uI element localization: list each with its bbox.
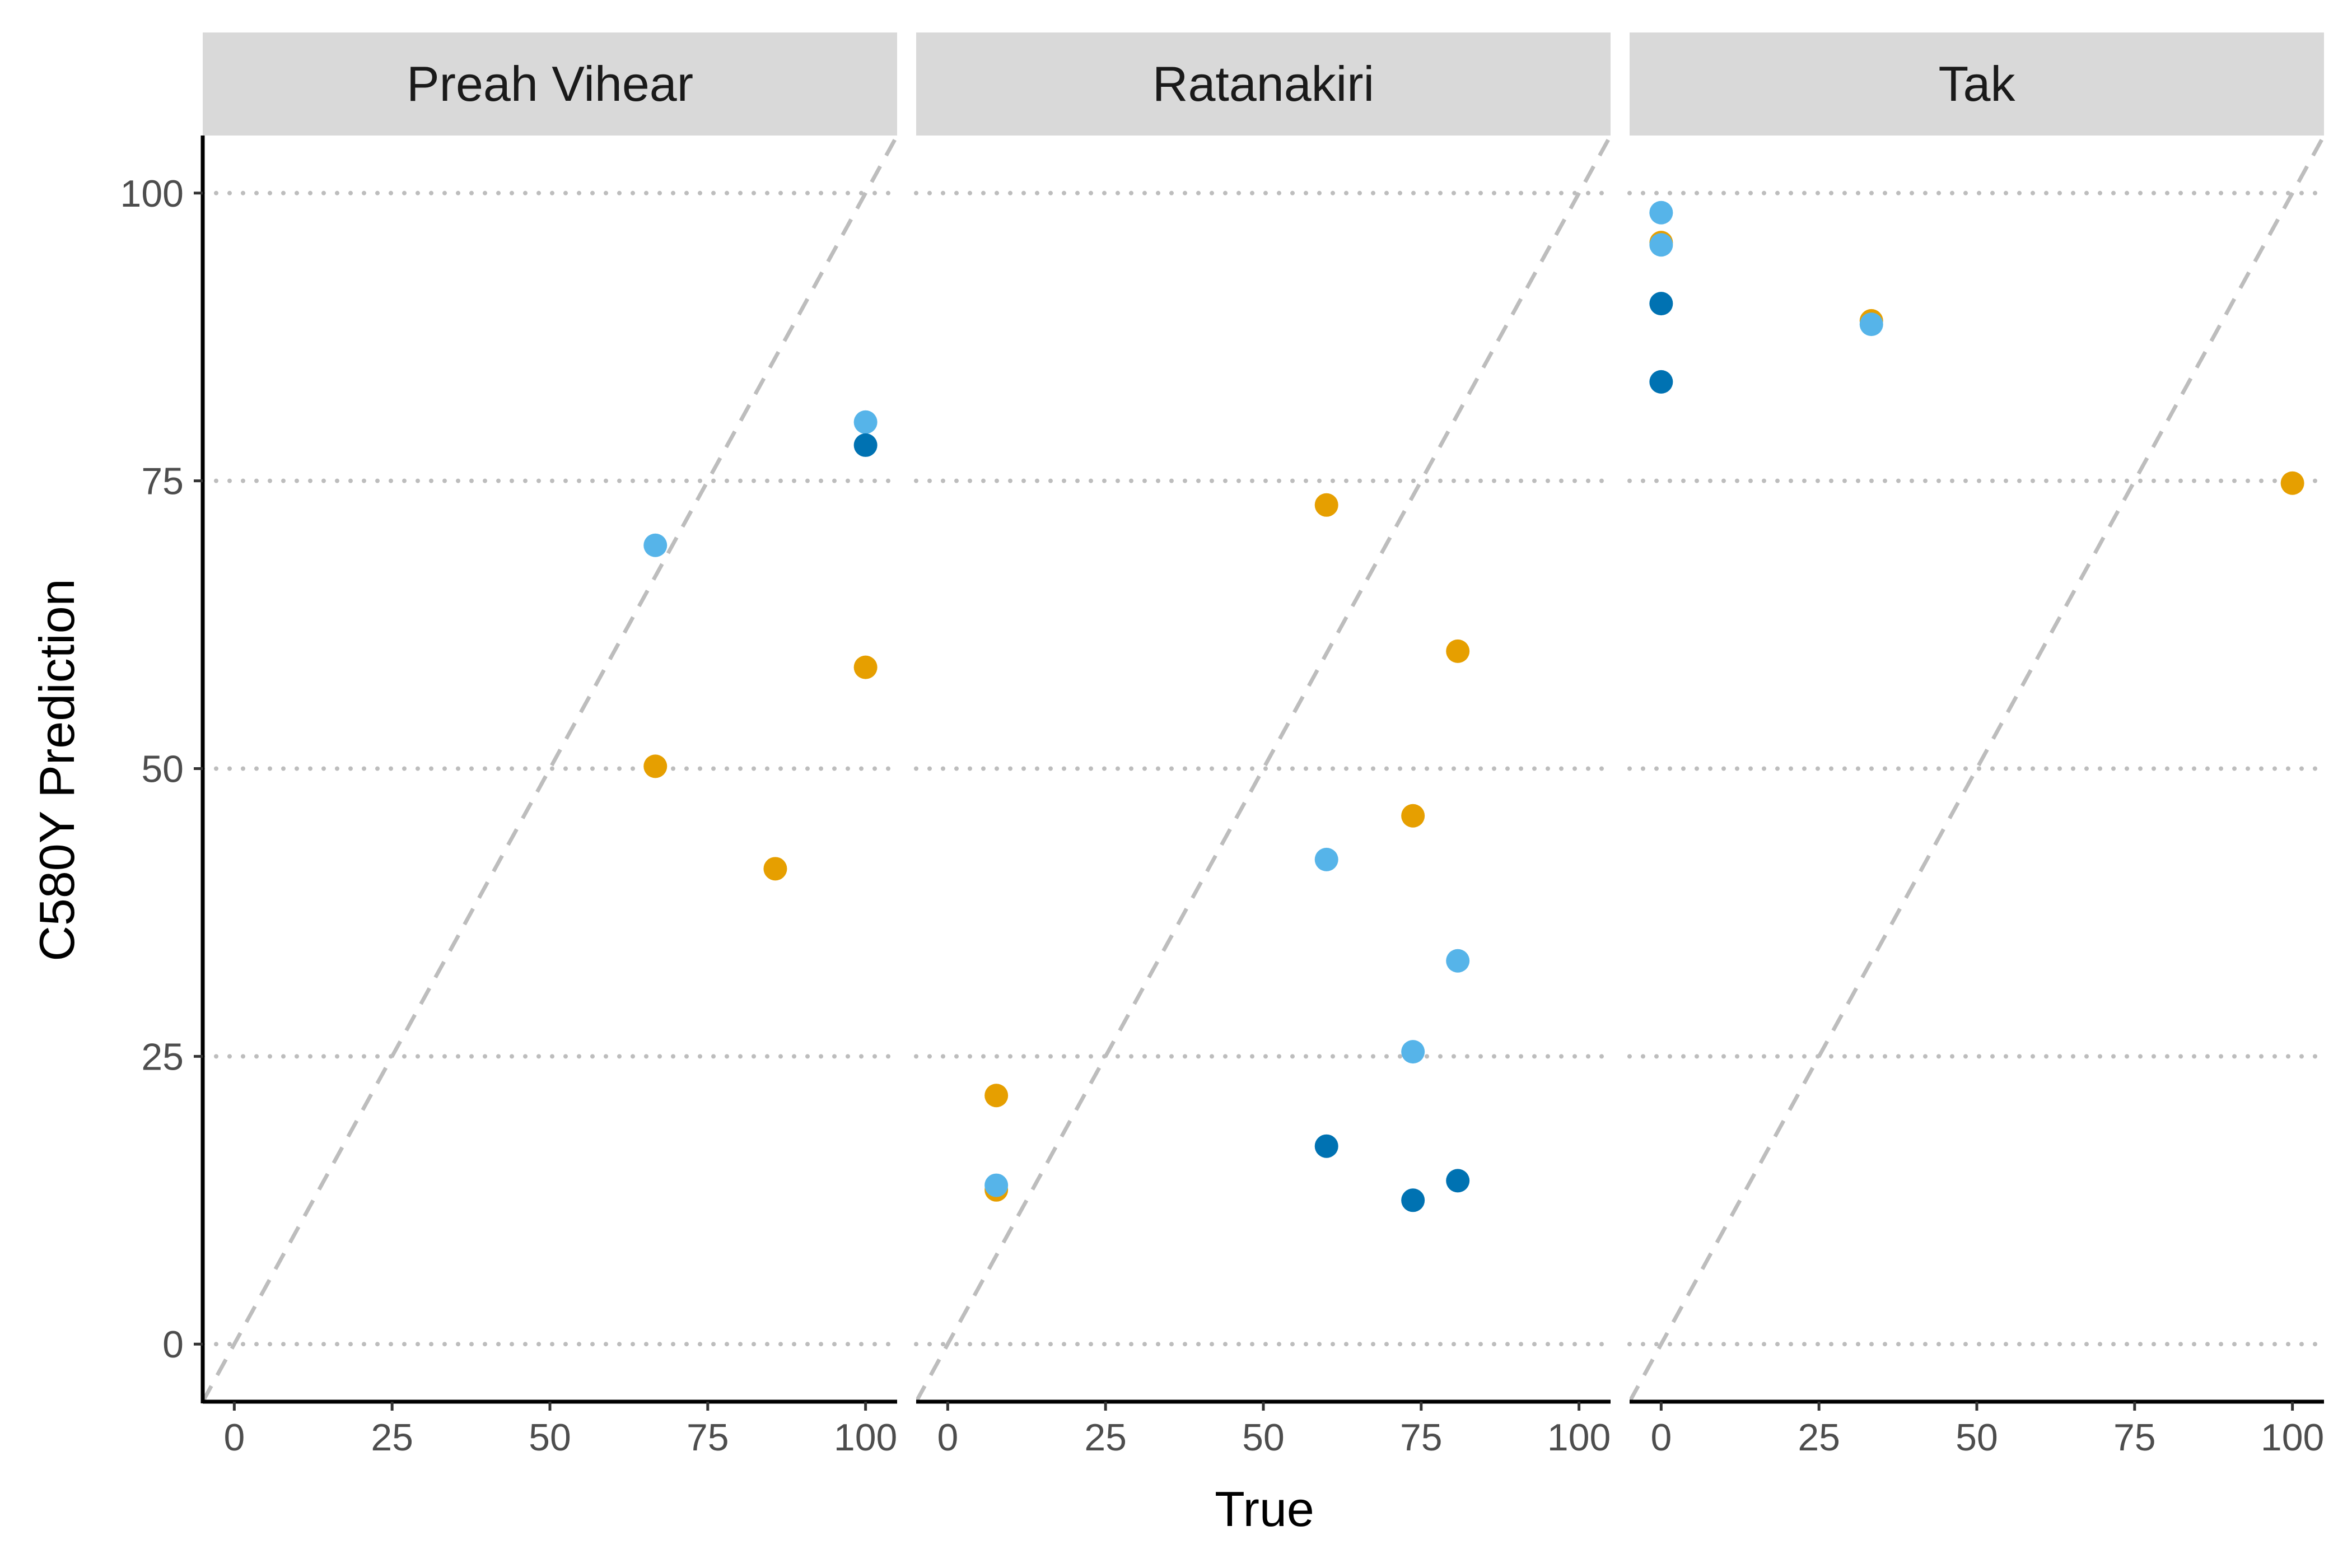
x-tick-label-100: 100 — [2261, 1416, 2324, 1459]
data-point-9 — [1446, 949, 1470, 973]
data-point-7 — [1314, 847, 1338, 871]
data-point-5 — [1649, 233, 1673, 257]
panel-title: Preah Vihear — [407, 56, 693, 111]
data-point-2 — [763, 857, 787, 881]
data-point-1 — [984, 1084, 1009, 1108]
y-tick-label-25: 25 — [141, 1035, 184, 1078]
x-tick-label-0: 0 — [1650, 1416, 1672, 1459]
panel-strip — [203, 32, 897, 136]
data-point-5 — [1446, 639, 1470, 663]
data-point-4 — [643, 533, 668, 557]
data-point-1 — [643, 754, 668, 778]
panel-strip — [916, 32, 1611, 136]
data-point-6 — [1859, 312, 1883, 337]
data-point-3 — [2280, 471, 2304, 495]
data-point-3 — [853, 655, 878, 679]
x-tick-label-25: 25 — [371, 1416, 413, 1459]
panel-1: Preah Vihear 0 25 50 75 100 — [203, 32, 897, 1459]
x-tick-label-50: 50 — [1956, 1416, 1998, 1459]
panel-2: Ratanakiri 0 25 50 75 100 — [916, 32, 1611, 1459]
y-tick-label-75: 75 — [141, 460, 184, 503]
x-tick-label-0: 0 — [223, 1416, 245, 1459]
data-point-11 — [1401, 1188, 1425, 1212]
data-point-8 — [1401, 1040, 1425, 1064]
x-tick-label-50: 50 — [1242, 1416, 1285, 1459]
data-point-3 — [1314, 493, 1338, 517]
data-point-5 — [853, 410, 878, 434]
data-point-12 — [1446, 1169, 1470, 1193]
x-tick-label-50: 50 — [529, 1416, 571, 1459]
panel-title: Tak — [1939, 56, 2016, 111]
x-tick-label-100: 100 — [1547, 1416, 1611, 1459]
x-tick-label-100: 100 — [834, 1416, 897, 1459]
y-tick-label-50: 50 — [141, 748, 184, 791]
panels-layer: Preah Vihear 0 25 50 75 100 Ratanakiri 0 25 50 75 1… — [120, 32, 2326, 1459]
data-point-7 — [1649, 292, 1673, 316]
panel-strip — [1630, 32, 2324, 136]
data-point-4 — [1401, 804, 1425, 828]
x-tick-label-75: 75 — [687, 1416, 729, 1459]
panel-title: Ratanakiri — [1152, 56, 1374, 111]
x-axis-title: True — [1215, 1481, 1314, 1537]
panel-3: Tak 0 25 50 75 100 — [1630, 32, 2324, 1459]
x-tick-label-25: 25 — [1084, 1416, 1127, 1459]
y-axis-title: C580Y Prediction — [29, 578, 85, 961]
data-point-8 — [1649, 370, 1673, 394]
y-tick-label-100: 100 — [120, 172, 184, 215]
x-tick-label-25: 25 — [1798, 1416, 1840, 1459]
data-point-6 — [984, 1173, 1009, 1197]
x-tick-label-75: 75 — [2113, 1416, 2156, 1459]
data-point-4 — [1649, 200, 1673, 225]
data-point-6 — [853, 433, 878, 457]
data-point-10 — [1314, 1134, 1338, 1158]
y-tick-label-0: 0 — [162, 1323, 184, 1366]
x-tick-label-75: 75 — [1400, 1416, 1443, 1459]
x-tick-label-0: 0 — [937, 1416, 958, 1459]
